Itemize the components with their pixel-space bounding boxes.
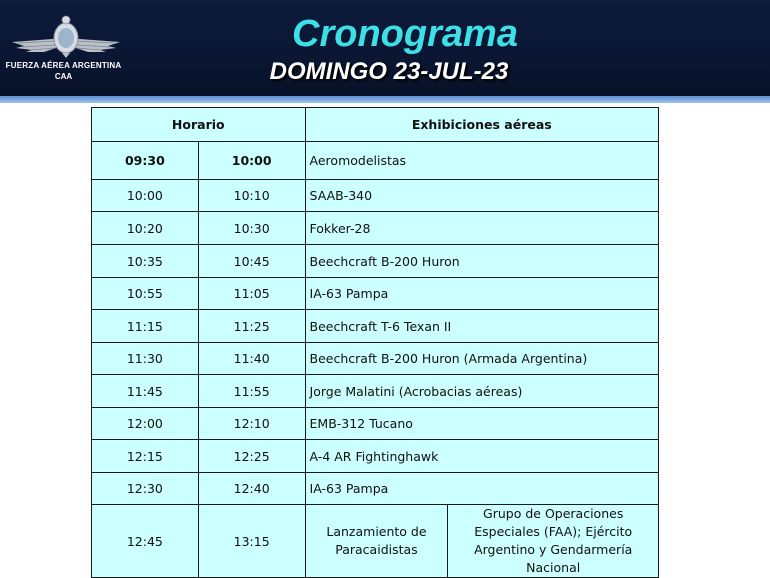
table-row: 09:30 10:00 Aeromodelistas [91,141,660,180]
start-time: 09:30 [91,141,199,180]
end-time: 10:00 [197,141,306,180]
end-time: 10:10 [197,179,306,212]
exhibition-name: Beechcraft B-200 Huron (Armada Argentina… [304,342,660,375]
exhibition-name: IA-63 Pampa [304,472,660,505]
exhibition-name: Fokker-28 [304,211,660,245]
page-subtitle-date: DOMINGO 23-JUL-23 [269,58,509,85]
exhibition-name: EMB-312 Tucano [304,407,660,440]
header-horario: Horario [91,107,306,142]
table-row: 11:15 11:25 Beechcraft T-6 Texan II [91,309,660,343]
end-time: 11:40 [197,342,306,375]
air-force-wings-emblem-icon [12,15,120,58]
end-time: 10:45 [197,244,306,278]
header-banner: FUERZA AÉREA ARGENTINA CAA Cronograma DO… [0,0,770,96]
table-row: 10:20 10:30 Fokker-28 [91,211,660,245]
start-time: 11:30 [91,342,199,375]
start-time: 12:00 [91,407,199,440]
table-row: 12:45 13:15 Lanzamiento de Paracaidistas… [91,504,659,578]
start-time: 10:55 [91,277,199,310]
exhibition-name: Beechcraft T-6 Texan II [304,309,660,343]
exhibition-name: Beechcraft B-200 Huron [304,244,660,278]
start-time: 12:15 [91,439,199,473]
start-time: 11:45 [91,374,199,408]
table-row: 11:30 11:40 Beechcraft B-200 Huron (Arma… [91,342,660,375]
schedule-table: Horario Exhibiciones aéreas 09:30 10:00 … [91,107,660,578]
table-row: 10:00 10:10 SAAB-340 [91,179,660,212]
org-abbrev: CAA [54,72,73,81]
table-row: 10:35 10:45 Beechcraft B-200 Huron [91,244,660,278]
start-time: 10:00 [91,179,199,212]
end-time: 13:15 [197,504,306,578]
table-row: 12:15 12:25 A-4 AR Fightinghawk [91,439,660,473]
header-exhibiciones: Exhibiciones aéreas [304,107,660,142]
page-title: Cronograma [292,13,518,55]
table-header-row: Horario Exhibiciones aéreas [91,107,660,142]
start-time: 12:30 [91,472,199,505]
end-time: 10:30 [197,211,306,245]
end-time: 12:10 [197,407,306,440]
org-name: FUERZA AÉREA ARGENTINA [5,61,122,70]
exhibition-name: SAAB-340 [304,179,660,212]
start-time: 11:15 [91,309,199,343]
exhibition-name: Aeromodelistas [304,141,660,180]
exhibition-name: Jorge Malatini (Acrobacias aéreas) [304,374,660,408]
exhibition-name-parachute: Lanzamiento de Paracaidistas [304,504,449,578]
banner-stripe [0,96,770,103]
start-time: 10:20 [91,211,199,245]
end-time: 12:40 [197,472,306,505]
exhibition-name-groups: Grupo de Operaciones Especiales (FAA); E… [447,504,659,578]
table-row: 12:00 12:10 EMB-312 Tucano [91,407,660,440]
end-time: 12:25 [197,439,306,473]
end-time: 11:25 [197,309,306,343]
table-row: 12:30 12:40 IA-63 Pampa [91,472,660,505]
table-row: 10:55 11:05 IA-63 Pampa [91,277,660,310]
exhibition-name: A-4 AR Fightinghawk [304,439,660,473]
end-time: 11:05 [197,277,306,310]
start-time: 12:45 [91,504,199,578]
table-row: 11:45 11:55 Jorge Malatini (Acrobacias a… [91,374,660,408]
exhibition-name: IA-63 Pampa [304,277,660,310]
end-time: 11:55 [197,374,306,408]
start-time: 10:35 [91,244,199,278]
